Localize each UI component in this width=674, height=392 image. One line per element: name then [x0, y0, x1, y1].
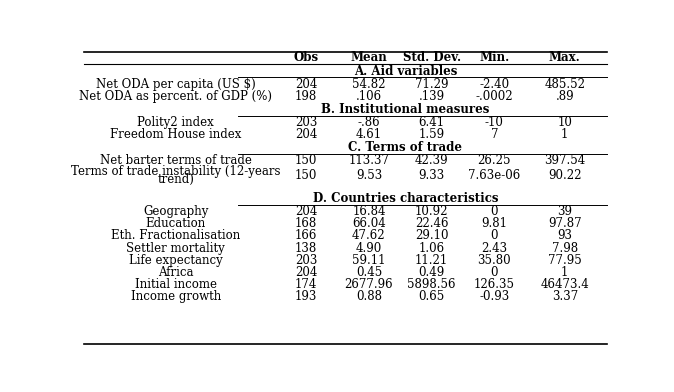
Text: 397.54: 397.54: [544, 154, 586, 167]
Text: Eth. Fractionalisation: Eth. Fractionalisation: [111, 229, 241, 242]
Text: 7.98: 7.98: [552, 241, 578, 254]
Text: Initial income: Initial income: [135, 278, 216, 291]
Text: Net barter terms of trade: Net barter terms of trade: [100, 154, 251, 167]
Text: Max.: Max.: [549, 51, 581, 64]
Text: 5898.56: 5898.56: [407, 278, 456, 291]
Text: 46473.4: 46473.4: [541, 278, 589, 291]
Text: -10: -10: [485, 116, 503, 129]
Text: 7.63e-06: 7.63e-06: [468, 169, 520, 182]
Text: 204: 204: [295, 128, 317, 141]
Text: Polity2 index: Polity2 index: [137, 116, 214, 129]
Text: 150: 150: [295, 154, 317, 167]
Text: 7: 7: [491, 128, 498, 141]
Text: 204: 204: [295, 78, 317, 91]
Text: 0.49: 0.49: [419, 266, 445, 279]
Text: Net ODA per capita (US $): Net ODA per capita (US $): [96, 78, 255, 91]
Text: 4.90: 4.90: [356, 241, 382, 254]
Text: -.0002: -.0002: [475, 90, 513, 103]
Text: Terms of trade instability (12-years: Terms of trade instability (12-years: [71, 165, 280, 178]
Text: Settler mortality: Settler mortality: [126, 241, 225, 254]
Text: 93: 93: [557, 229, 572, 242]
Text: 204: 204: [295, 266, 317, 279]
Text: .139: .139: [419, 90, 445, 103]
Text: 11.21: 11.21: [415, 254, 448, 267]
Text: 204: 204: [295, 205, 317, 218]
Text: 9.53: 9.53: [356, 169, 382, 182]
Text: 1: 1: [561, 128, 568, 141]
Text: 59.11: 59.11: [353, 254, 386, 267]
Text: 9.33: 9.33: [419, 169, 445, 182]
Text: 54.82: 54.82: [353, 78, 386, 91]
Text: 0.45: 0.45: [356, 266, 382, 279]
Text: 113.37: 113.37: [348, 154, 390, 167]
Text: 10.92: 10.92: [415, 205, 448, 218]
Text: 3.37: 3.37: [552, 290, 578, 303]
Text: 2.43: 2.43: [481, 241, 508, 254]
Text: 0: 0: [491, 229, 498, 242]
Text: C. Terms of trade: C. Terms of trade: [348, 141, 462, 154]
Text: .106: .106: [356, 90, 382, 103]
Text: 0: 0: [491, 205, 498, 218]
Text: Education: Education: [146, 217, 206, 230]
Text: -.86: -.86: [358, 116, 380, 129]
Text: 1.59: 1.59: [419, 128, 445, 141]
Text: 1: 1: [561, 266, 568, 279]
Text: Std. Dev.: Std. Dev.: [402, 51, 460, 64]
Text: Freedom House index: Freedom House index: [110, 128, 241, 141]
Text: A. Aid variables: A. Aid variables: [354, 65, 457, 78]
Text: 97.87: 97.87: [548, 217, 582, 230]
Text: Obs: Obs: [294, 51, 319, 64]
Text: 6.41: 6.41: [419, 116, 445, 129]
Text: Min.: Min.: [479, 51, 510, 64]
Text: 35.80: 35.80: [477, 254, 511, 267]
Text: -0.93: -0.93: [479, 290, 510, 303]
Text: Africa: Africa: [158, 266, 193, 279]
Text: 26.25: 26.25: [478, 154, 511, 167]
Text: 9.81: 9.81: [481, 217, 508, 230]
Text: trend): trend): [157, 173, 194, 187]
Text: 10: 10: [557, 116, 572, 129]
Text: 90.22: 90.22: [548, 169, 582, 182]
Text: 168: 168: [295, 217, 317, 230]
Text: Life expectancy: Life expectancy: [129, 254, 222, 267]
Text: 0.88: 0.88: [356, 290, 382, 303]
Text: Income growth: Income growth: [131, 290, 221, 303]
Text: 0.65: 0.65: [419, 290, 445, 303]
Text: 166: 166: [295, 229, 317, 242]
Text: 126.35: 126.35: [474, 278, 515, 291]
Text: B. Institutional measures: B. Institutional measures: [321, 103, 490, 116]
Text: 22.46: 22.46: [415, 217, 448, 230]
Text: 47.62: 47.62: [352, 229, 386, 242]
Text: 0: 0: [491, 266, 498, 279]
Text: Geography: Geography: [143, 205, 208, 218]
Text: Mean: Mean: [350, 51, 388, 64]
Text: .89: .89: [555, 90, 574, 103]
Text: 2677.96: 2677.96: [344, 278, 393, 291]
Text: 71.29: 71.29: [415, 78, 448, 91]
Text: 203: 203: [295, 116, 317, 129]
Text: 193: 193: [295, 290, 317, 303]
Text: Net ODA as percent. of GDP (%): Net ODA as percent. of GDP (%): [79, 90, 272, 103]
Text: 29.10: 29.10: [415, 229, 448, 242]
Text: 150: 150: [295, 169, 317, 182]
Text: 66.04: 66.04: [352, 217, 386, 230]
Text: 174: 174: [295, 278, 317, 291]
Text: 42.39: 42.39: [415, 154, 448, 167]
Text: 203: 203: [295, 254, 317, 267]
Text: D. Countries characteristics: D. Countries characteristics: [313, 192, 498, 205]
Text: 39: 39: [557, 205, 572, 218]
Text: 77.95: 77.95: [548, 254, 582, 267]
Text: 1.06: 1.06: [419, 241, 445, 254]
Text: 198: 198: [295, 90, 317, 103]
Text: 16.84: 16.84: [353, 205, 386, 218]
Text: -2.40: -2.40: [479, 78, 510, 91]
Text: 138: 138: [295, 241, 317, 254]
Text: 485.52: 485.52: [545, 78, 585, 91]
Text: 4.61: 4.61: [356, 128, 382, 141]
